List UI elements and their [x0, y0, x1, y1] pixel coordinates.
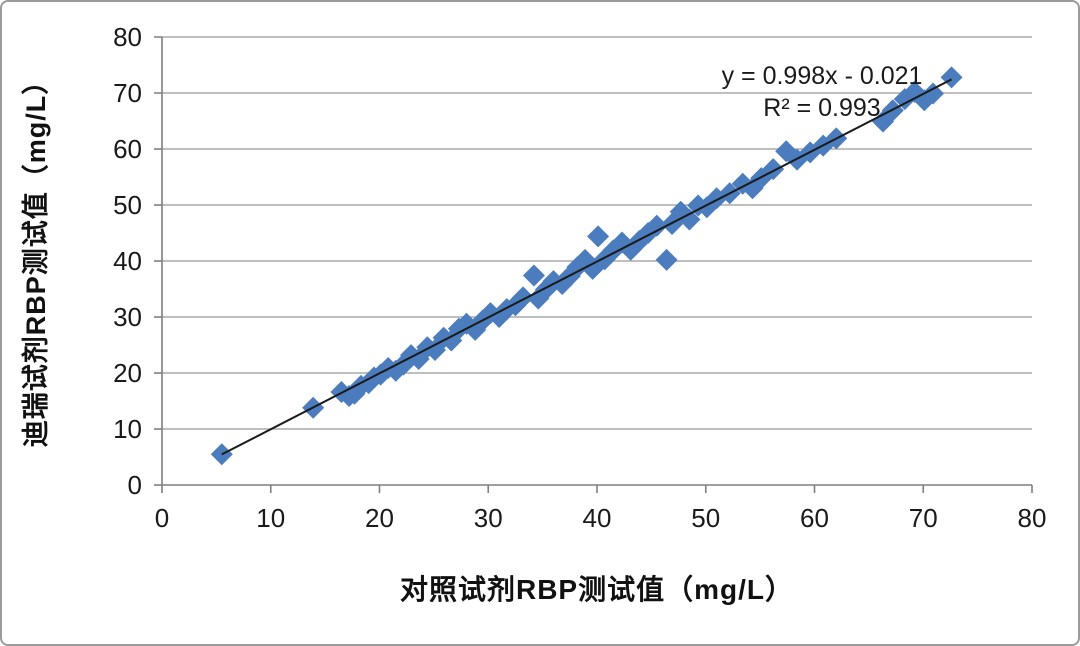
trendline — [221, 78, 952, 456]
x-tick-label: 10 — [256, 503, 285, 533]
data-point — [522, 264, 545, 287]
trendline-annotation: y = 0.998x - 0.021 R² = 0.993 — [657, 60, 987, 124]
x-tick-label: 70 — [909, 503, 938, 533]
data-point — [587, 225, 610, 248]
y-tick-label: 80 — [113, 22, 142, 52]
trendline-equation: y = 0.998x - 0.021 — [721, 62, 923, 90]
data-point — [678, 208, 701, 231]
x-tick-label: 50 — [691, 503, 720, 533]
data-point — [655, 248, 678, 271]
data-point — [922, 82, 945, 105]
y-tick-label: 70 — [113, 78, 142, 108]
x-tick-label: 40 — [583, 503, 612, 533]
x-tick-label: 0 — [155, 503, 169, 533]
y-tick-label: 60 — [113, 134, 142, 164]
data-point — [645, 214, 668, 237]
x-tick-label: 60 — [800, 503, 829, 533]
x-tick-label: 80 — [1018, 503, 1047, 533]
y-tick-label: 50 — [113, 190, 142, 220]
y-tick-label: 10 — [113, 414, 142, 444]
y-tick-label: 30 — [113, 302, 142, 332]
y-tick-label: 0 — [128, 470, 142, 500]
y-tick-label: 40 — [113, 246, 142, 276]
y-axis-title-text: 迪瑞试剂RBP测试值（mg/L） — [21, 66, 51, 448]
x-axis-title: 对照试剂RBP测试值（mg/L） — [399, 574, 794, 605]
y-tick-label: 20 — [113, 358, 142, 388]
r-squared-value: R² = 0.993 — [763, 94, 881, 122]
x-tick-label: 30 — [474, 503, 503, 533]
x-tick-label: 20 — [365, 503, 394, 533]
